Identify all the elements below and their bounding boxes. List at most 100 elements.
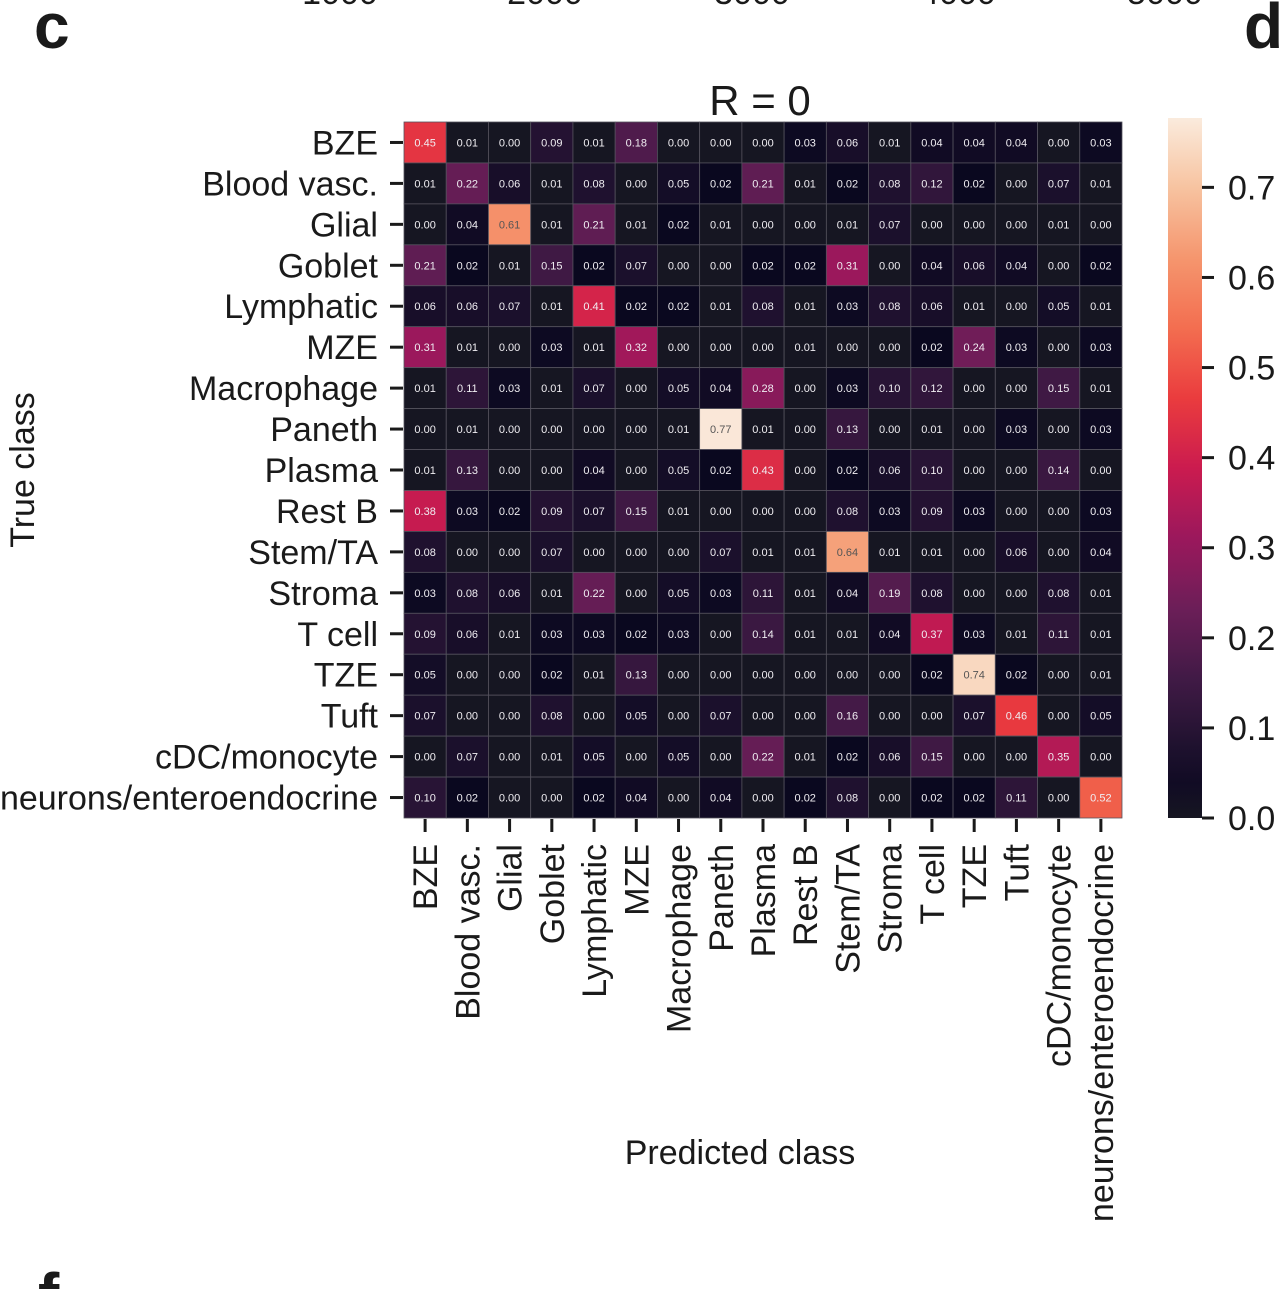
heatmap-cell: 0.01	[614, 203, 658, 246]
cell-value: 0.00	[626, 465, 647, 477]
cell-value: 0.00	[1006, 752, 1027, 764]
cell-rect	[530, 735, 574, 778]
heatmap-cell: 0.00	[488, 121, 532, 164]
top-tick-label: 1000	[302, 0, 378, 12]
cell-value: 0.00	[541, 465, 562, 477]
heatmap-cell: 0.01	[783, 285, 827, 328]
cell-value: 0.09	[414, 629, 435, 641]
cell-value: 0.00	[879, 793, 900, 805]
heatmap-cell: 0.10	[868, 367, 912, 409]
heatmap-cell: 0.06	[488, 162, 532, 205]
cell-value: 0.61	[499, 219, 520, 231]
heatmap-cell: 0.05	[403, 653, 447, 696]
cell-rect	[741, 694, 785, 737]
heatmap-cell: 0.77	[699, 408, 743, 450]
cell-value: 0.00	[668, 711, 689, 723]
heatmap-cell: 0.61	[488, 203, 532, 246]
heatmap-cell: 0.02	[952, 776, 996, 819]
cell-rect	[699, 121, 743, 164]
cell-value: 0.00	[499, 711, 520, 723]
cell-rect	[868, 449, 912, 491]
cell-value: 0.01	[710, 301, 731, 313]
heatmap-cell: 0.00	[530, 408, 574, 450]
heatmap-cell: 0.00	[741, 121, 785, 164]
heatmap-cell: 0.02	[994, 653, 1038, 696]
heatmap-cell: 0.00	[488, 408, 532, 450]
cell-rect	[445, 285, 489, 328]
cell-value: 0.01	[1090, 629, 1111, 641]
cell-rect	[910, 490, 954, 532]
cell-value: 0.07	[1048, 178, 1069, 190]
heatmap-cell: 0.03	[1079, 490, 1123, 532]
heatmap-cell: 0.03	[530, 326, 574, 369]
heatmap-cell: 0.05	[657, 735, 701, 778]
heatmap-cell: 0.03	[699, 571, 743, 614]
cell-rect	[657, 531, 701, 573]
cell-rect	[825, 653, 869, 696]
heatmap-cell: 0.00	[488, 449, 532, 491]
cell-value: 0.07	[963, 711, 984, 723]
heatmap-cell: 0.03	[952, 490, 996, 532]
cell-value: 0.00	[1048, 506, 1069, 518]
y-tick-label: Glial	[310, 206, 378, 244]
heatmap-cell: 0.00	[783, 367, 827, 409]
cell-value: 0.03	[541, 629, 562, 641]
cropped-top-axis-ticks: 1000 2000 3000 4000 5000	[302, 0, 1203, 12]
heatmap-cell: 0.02	[783, 776, 827, 819]
heatmap-cell: 0.03	[572, 612, 616, 655]
cell-rect	[445, 162, 489, 205]
cell-rect	[530, 490, 574, 532]
cell-rect	[868, 121, 912, 164]
heatmap-cell: 0.03	[994, 408, 1038, 450]
cell-rect	[614, 531, 658, 573]
heatmap-cell: 0.15	[910, 735, 954, 778]
cell-rect	[910, 612, 954, 655]
heatmap-cell: 0.01	[910, 408, 954, 450]
cell-value: 0.03	[1090, 506, 1111, 518]
cell-rect	[445, 571, 489, 614]
cell-rect	[657, 653, 701, 696]
cell-value: 0.00	[668, 670, 689, 682]
cell-rect	[783, 490, 827, 532]
cell-value: 0.38	[414, 506, 435, 518]
heatmap-cell: 0.08	[825, 776, 869, 819]
cell-rect	[741, 571, 785, 614]
x-tick-label: BZE	[407, 844, 445, 910]
heatmap-cell: 0.02	[488, 490, 532, 532]
panel-letter-f: f	[38, 1260, 60, 1289]
heatmap-cell: 0.04	[910, 121, 954, 164]
cell-value: 0.04	[626, 793, 647, 805]
cell-value: 0.45	[414, 137, 435, 149]
cell-value: 0.00	[879, 670, 900, 682]
cell-value: 0.00	[963, 219, 984, 231]
cell-value: 0.00	[710, 752, 731, 764]
heatmap-cell: 0.06	[825, 121, 869, 164]
cell-value: 0.04	[1006, 137, 1027, 149]
cell-value: 0.02	[963, 793, 984, 805]
cell-rect	[825, 531, 869, 573]
cell-rect	[657, 694, 701, 737]
heatmap-cell: 0.00	[1037, 408, 1081, 450]
heatmap-cell: 0.04	[614, 776, 658, 819]
cell-value: 0.64	[837, 547, 858, 559]
cell-rect	[1037, 285, 1081, 328]
cell-value: 0.00	[457, 670, 478, 682]
heatmap-cell: 0.06	[994, 531, 1038, 573]
cell-value: 0.02	[583, 793, 604, 805]
heatmap-cell: 0.00	[868, 776, 912, 819]
cell-value: 0.77	[710, 424, 731, 436]
cell-value: 0.03	[1006, 342, 1027, 354]
cell-value: 0.02	[752, 260, 773, 272]
cell-value: 0.00	[499, 670, 520, 682]
cell-rect	[952, 612, 996, 655]
heatmap-cell: 0.03	[1079, 408, 1123, 450]
cell-rect	[994, 244, 1038, 287]
cell-value: 0.00	[1006, 465, 1027, 477]
cell-rect	[868, 571, 912, 614]
cell-value: 0.01	[457, 137, 478, 149]
heatmap-cell: 0.07	[952, 694, 996, 737]
heatmap-cell: 0.01	[1079, 612, 1123, 655]
heatmap-cell: 0.03	[1079, 121, 1123, 164]
cell-rect	[825, 694, 869, 737]
cell-value: 0.08	[414, 547, 435, 559]
